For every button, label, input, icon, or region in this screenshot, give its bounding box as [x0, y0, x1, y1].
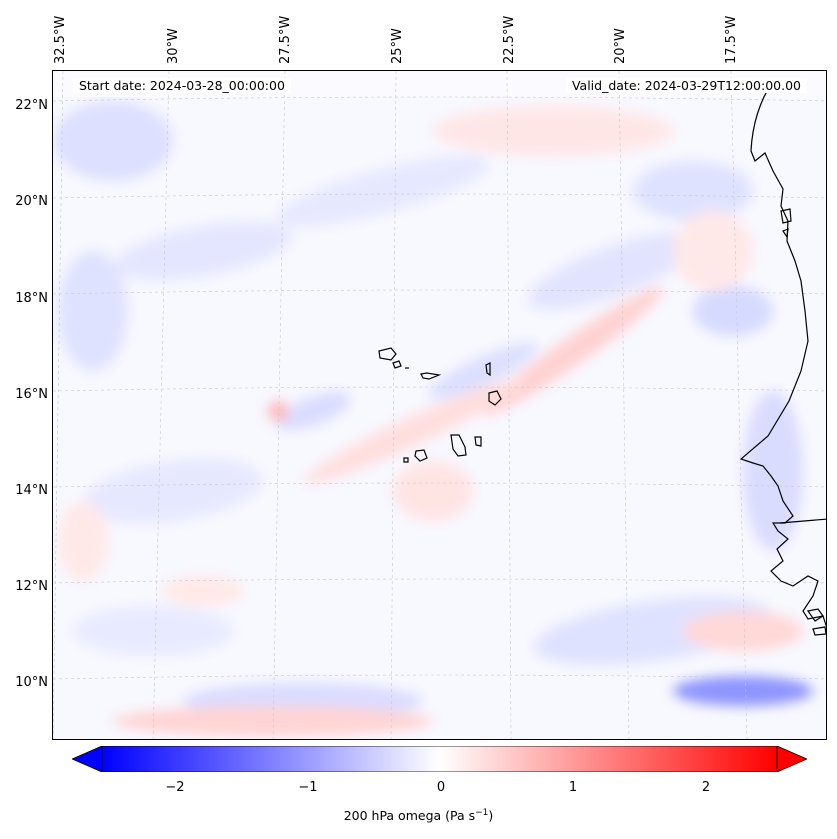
- field-patch-blue: [58, 251, 128, 371]
- colorbar: [72, 746, 807, 772]
- island-santiago: [450, 434, 467, 457]
- cape-verde-islands: [378, 347, 502, 463]
- island-sao-nicolau: [420, 372, 442, 380]
- field-patch-blue: [114, 221, 292, 281]
- lon-label: 27.5°W: [278, 15, 293, 64]
- coastline: [739, 80, 826, 636]
- field-patch-blue: [73, 606, 233, 656]
- lat-label: 20°N: [15, 194, 48, 209]
- field-patch-blue: [743, 391, 803, 551]
- colorbar-tick-label: −2: [165, 780, 185, 795]
- lon-label: 20°W: [613, 28, 628, 64]
- omega-field-map: [53, 71, 826, 739]
- colorbar-label-close: ): [488, 808, 494, 824]
- colorbar-tick-label: 0: [436, 780, 446, 795]
- lat-label: 16°N: [15, 387, 48, 402]
- field-patch-blue: [276, 155, 490, 227]
- field-patch-red: [683, 611, 803, 651]
- field-patch-red: [433, 106, 673, 156]
- field-patch-red: [163, 576, 243, 606]
- colorbar-extend-max: [776, 746, 807, 772]
- bissagos-islands: [806, 608, 826, 636]
- island-santo-antao: [378, 347, 397, 361]
- field-patch-red: [113, 706, 433, 736]
- lat-label: 12°N: [15, 579, 48, 594]
- colorbar-label: 200 hPa omega (Pa s−1): [0, 808, 837, 823]
- island-maio: [474, 436, 482, 447]
- island-fogo: [414, 449, 428, 462]
- field-patch-blue: [83, 458, 263, 524]
- colorbar-tick-label: −1: [298, 780, 318, 795]
- start-date-label: Start date: 2024-03-28_00:00:00: [73, 78, 291, 93]
- lon-label: 30°W: [166, 28, 181, 64]
- lat-label: 22°N: [15, 98, 48, 113]
- island-sao-vicente: [392, 360, 402, 369]
- valid-date-label: Valid_date: 2024-03-29T12:00:00.00: [565, 78, 807, 93]
- omega-field: [53, 101, 813, 736]
- coast-inlet: [779, 518, 826, 524]
- field-patch-red: [482, 286, 664, 416]
- colorbar-label-main: 200 hPa omega (Pa s: [343, 808, 476, 824]
- colorbar-tick-label: 2: [701, 780, 711, 795]
- lon-label: 17.5°W: [724, 15, 739, 64]
- graticule: [53, 71, 826, 739]
- colorbar-label-exponent: −1: [475, 808, 489, 818]
- island-sal: [485, 362, 491, 377]
- field-patch-blue: [693, 286, 773, 336]
- map-panel: [52, 70, 827, 740]
- lat-label: 14°N: [15, 483, 48, 498]
- field-patch-blue: [633, 161, 753, 221]
- lon-label: 25°W: [390, 28, 405, 64]
- lon-label: 32.5°W: [53, 15, 68, 64]
- field-patch-blue: [275, 392, 351, 430]
- field-patch-red: [393, 461, 473, 521]
- field-patch-blue: [428, 342, 538, 400]
- colorbar-tick-label: 1: [568, 780, 578, 795]
- colorbar-gradient: [101, 746, 778, 772]
- lon-label: 22.5°W: [502, 15, 517, 64]
- field-patch-red: [268, 401, 288, 421]
- field-patch-blue: [53, 101, 173, 181]
- lat-label: 18°N: [15, 291, 48, 306]
- colorbar-extend-min: [72, 746, 103, 772]
- coast-detail: [780, 208, 792, 239]
- island-brava: [403, 457, 409, 463]
- lat-label: 10°N: [15, 675, 48, 690]
- island-boa-vista: [488, 390, 502, 406]
- field-patch-red: [673, 211, 753, 291]
- field-patch-red: [58, 501, 108, 581]
- africa-coast: [739, 80, 826, 627]
- field-patch-blue: [673, 676, 813, 706]
- field-patch-red: [304, 378, 522, 484]
